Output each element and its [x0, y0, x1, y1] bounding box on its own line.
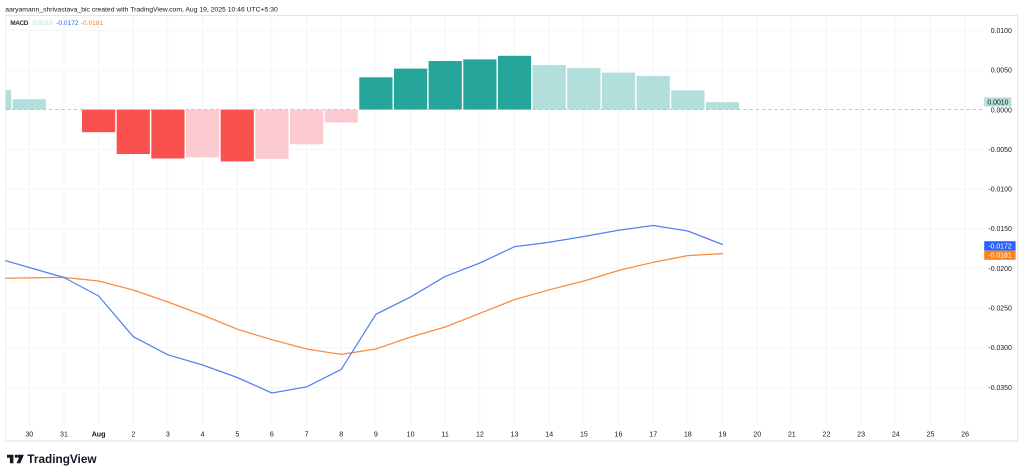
svg-text:7: 7	[305, 430, 309, 438]
svg-text:-0.0300: -0.0300	[988, 345, 1012, 352]
svg-text:0.0010: 0.0010	[32, 20, 53, 27]
svg-text:26: 26	[961, 430, 969, 438]
svg-text:9: 9	[374, 430, 378, 438]
svg-text:Aug: Aug	[92, 430, 106, 438]
svg-text:17: 17	[649, 430, 657, 438]
svg-text:22: 22	[823, 430, 831, 438]
svg-text:-0.0350: -0.0350	[988, 385, 1012, 392]
svg-text:14: 14	[545, 430, 553, 438]
svg-text:0.0100: 0.0100	[991, 28, 1012, 35]
svg-text:-0.0172: -0.0172	[988, 243, 1012, 250]
svg-text:15: 15	[580, 430, 588, 438]
svg-text:0.0050: 0.0050	[991, 68, 1012, 75]
svg-text:24: 24	[892, 430, 900, 438]
svg-text:16: 16	[615, 430, 623, 438]
svg-text:4: 4	[201, 430, 205, 438]
svg-text:3: 3	[166, 430, 170, 438]
svg-text:23: 23	[857, 430, 865, 438]
svg-text:21: 21	[788, 430, 796, 438]
svg-text:0.0010: 0.0010	[987, 99, 1008, 106]
svg-text:2: 2	[131, 430, 135, 438]
svg-text:10: 10	[407, 430, 415, 438]
svg-text:11: 11	[442, 430, 449, 438]
svg-text:31: 31	[60, 430, 68, 438]
svg-text:19: 19	[719, 430, 727, 438]
svg-text:30: 30	[25, 430, 33, 438]
svg-text:0.0000: 0.0000	[991, 108, 1012, 115]
svg-text:12: 12	[476, 430, 484, 438]
svg-text:MACD: MACD	[10, 20, 29, 27]
svg-text:13: 13	[511, 430, 519, 438]
svg-text:-0.0172: -0.0172	[56, 20, 79, 27]
svg-text:TradingView: TradingView	[27, 452, 97, 466]
svg-text:aaryamann_shrivastava_bic crea: aaryamann_shrivastava_bic created with T…	[5, 6, 278, 13]
svg-text:-0.0100: -0.0100	[988, 187, 1012, 194]
svg-text:5: 5	[235, 430, 239, 438]
svg-text:-0.0050: -0.0050	[988, 147, 1012, 154]
svg-text:-0.0250: -0.0250	[988, 306, 1012, 313]
svg-text:8: 8	[339, 430, 343, 438]
svg-text:20: 20	[753, 430, 761, 438]
svg-text:-0.0200: -0.0200	[988, 266, 1012, 273]
svg-text:18: 18	[684, 430, 692, 438]
svg-text:-0.0181: -0.0181	[81, 20, 104, 27]
svg-text:-0.0150: -0.0150	[988, 226, 1012, 233]
svg-text:-0.0181: -0.0181	[988, 253, 1012, 260]
svg-text:25: 25	[927, 430, 935, 438]
svg-text:6: 6	[270, 430, 274, 438]
